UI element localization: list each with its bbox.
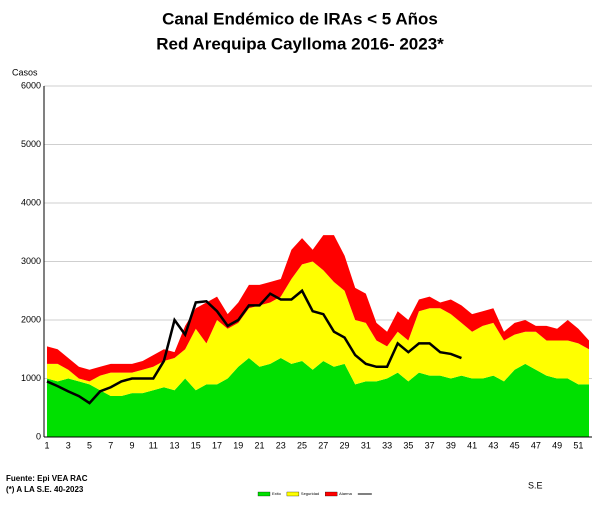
y-tick-label: 2000 <box>21 314 41 324</box>
x-tick-label: 31 <box>361 440 371 450</box>
y-tick-label: 0 <box>36 431 41 441</box>
y-tick-label: 5000 <box>21 139 41 149</box>
area <box>47 235 589 382</box>
x-axis-label: S.E <box>528 480 543 490</box>
x-tick-label: 21 <box>255 440 265 450</box>
x-tick-label: 19 <box>233 440 243 450</box>
x-tick-label: 1 <box>44 440 49 450</box>
source: Fuente: Epi VEA RAC <box>6 474 88 483</box>
legend-swatch <box>286 491 300 497</box>
x-tick-label: 7 <box>108 440 113 450</box>
x-tick-label: 3 <box>66 440 71 450</box>
legend-label: Exito <box>272 491 282 496</box>
x-tick-label: 17 <box>212 440 222 450</box>
x-tick-label: 5 <box>87 440 92 450</box>
chart-subtitle: Red Arequipa Caylloma 2016- 2023* <box>156 34 444 53</box>
x-tick-label: 33 <box>382 440 392 450</box>
chart-title: Canal Endémico de IRAs < 5 Años <box>162 9 438 28</box>
x-tick-label: 29 <box>340 440 350 450</box>
y-tick-label: 6000 <box>21 80 41 90</box>
note: (*) A LA S.E. 40-2023 <box>6 485 84 494</box>
area <box>47 358 589 437</box>
legend-swatch <box>325 491 338 497</box>
x-tick-label: 23 <box>276 440 286 450</box>
x-tick-label: 43 <box>488 440 498 450</box>
legend-swatch <box>257 491 271 497</box>
y-axis-label: Casos <box>12 67 38 77</box>
x-tick-label: 39 <box>446 440 456 450</box>
legend-label: Alarma <box>339 491 352 496</box>
y-tick-label: 3000 <box>21 256 41 266</box>
line <box>46 288 462 405</box>
x-tick-label: 27 <box>318 440 328 450</box>
x-tick-label: 11 <box>149 440 158 450</box>
x-tick-label: 51 <box>573 440 583 450</box>
x-tick-label: 15 <box>191 440 201 450</box>
x-tick-label: 35 <box>403 440 413 450</box>
x-tick-label: 13 <box>170 440 180 450</box>
x-tick-label: 49 <box>552 440 562 450</box>
x-tick-label: 25 <box>297 440 307 450</box>
x-tick-label: 41 <box>467 440 477 450</box>
x-tick-label: 47 <box>531 440 541 450</box>
x-tick-label: 37 <box>425 440 435 450</box>
legend-label: Seguridad <box>301 491 319 496</box>
area <box>47 261 589 397</box>
x-tick-label: 9 <box>130 440 135 450</box>
y-tick-label: 1000 <box>21 373 41 383</box>
y-tick-label: 4000 <box>21 197 41 207</box>
x-tick-label: 45 <box>510 440 520 450</box>
